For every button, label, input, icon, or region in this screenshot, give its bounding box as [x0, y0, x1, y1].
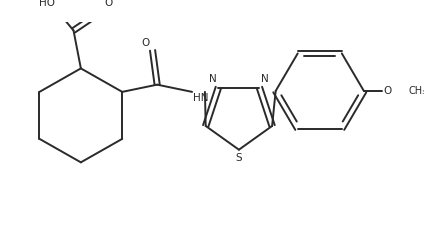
Text: S: S — [236, 153, 242, 163]
Text: CH₃: CH₃ — [409, 86, 424, 96]
Text: O: O — [383, 86, 391, 96]
Text: O: O — [142, 38, 150, 48]
Text: O: O — [105, 0, 113, 8]
Text: N: N — [261, 74, 269, 84]
Text: HO: HO — [39, 0, 55, 8]
Text: N: N — [209, 74, 217, 84]
Text: HN: HN — [193, 93, 209, 103]
